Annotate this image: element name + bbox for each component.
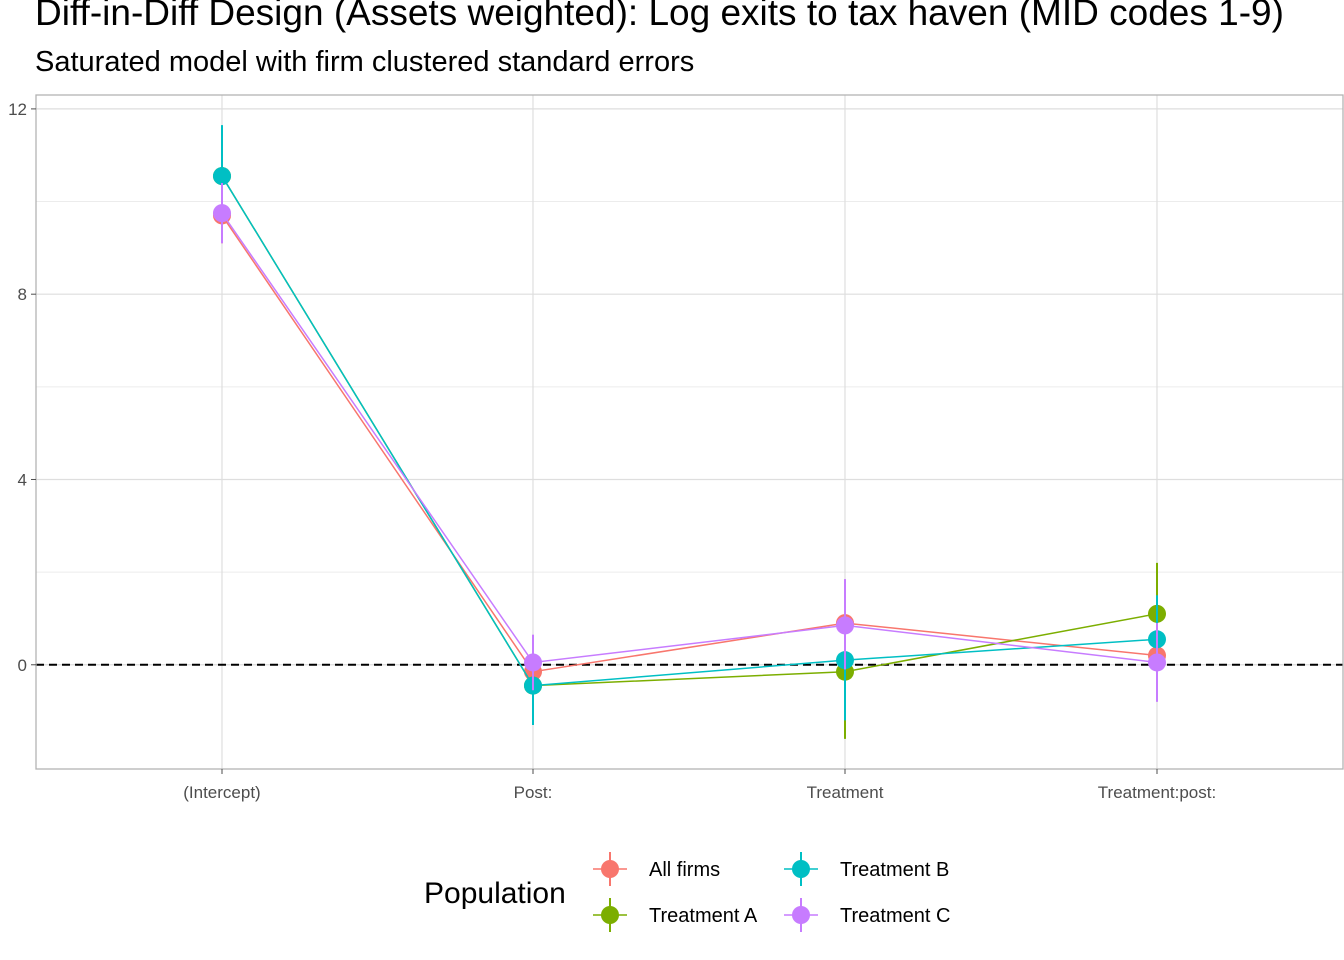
y-tick-label: 8 xyxy=(18,285,27,304)
data-point xyxy=(524,653,542,672)
legend-title: Population xyxy=(424,877,566,910)
data-point xyxy=(836,616,854,635)
x-axis: (Intercept) Post: Treatment Treatment:post: xyxy=(183,769,1216,802)
y-axis: 0 4 8 12 xyxy=(8,100,36,675)
series-line xyxy=(221,212,1158,664)
panel-border xyxy=(35,94,1344,770)
legend-key-treatment-b: Treatment B xyxy=(784,852,949,886)
x-tick-label: Post: xyxy=(514,783,553,802)
series-layer xyxy=(213,125,1166,739)
legend-key-point xyxy=(792,906,810,924)
legend-label: Treatment C xyxy=(840,905,950,927)
data-point xyxy=(1148,653,1166,672)
panel-frame xyxy=(35,94,1344,770)
legend: Population All firms Treatment A Treatment … xyxy=(424,852,950,932)
legend-key-point xyxy=(601,860,619,878)
legend-label: Treatment B xyxy=(840,859,949,881)
x-tick-label: Treatment:post: xyxy=(1098,783,1216,802)
x-tick-label: Treatment xyxy=(807,783,884,802)
data-point xyxy=(213,204,231,223)
legend-key-all-firms: All firms xyxy=(593,852,720,886)
series-line xyxy=(221,175,1158,687)
series-all-firms xyxy=(213,187,1166,693)
series-line xyxy=(221,175,1158,687)
legend-key-treatment-c: Treatment C xyxy=(784,898,950,932)
chart-subtitle: Saturated model with firm clustered stan… xyxy=(35,46,695,78)
x-tick-label: (Intercept) xyxy=(183,783,260,802)
series-treatment-b xyxy=(213,125,1166,725)
y-tick-label: 4 xyxy=(18,470,27,489)
y-tick-label: 0 xyxy=(18,656,27,675)
series-treatment-c xyxy=(213,183,1166,702)
y-tick-label: 12 xyxy=(8,100,27,119)
legend-key-treatment-a: Treatment A xyxy=(593,898,758,932)
chart-title: Diff-in-Diff Design (Assets weighted): L… xyxy=(35,0,1284,33)
legend-label: Treatment A xyxy=(649,905,758,927)
data-point xyxy=(213,167,231,186)
grid-lines xyxy=(36,95,1343,769)
legend-key-point xyxy=(792,860,810,878)
legend-key-point xyxy=(601,906,619,924)
series-line xyxy=(221,215,1158,673)
legend-label: All firms xyxy=(649,859,720,881)
